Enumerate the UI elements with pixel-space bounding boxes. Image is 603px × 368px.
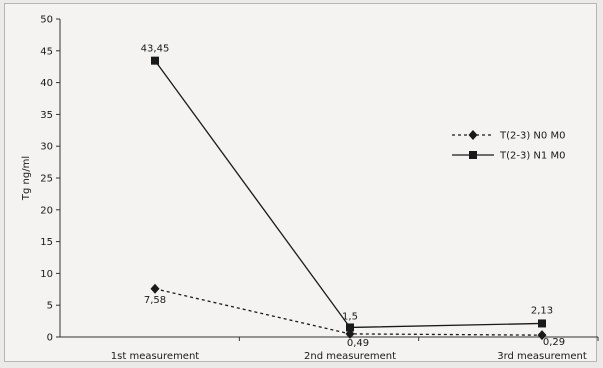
- y-tick-label: 50: [40, 15, 53, 26]
- data-label-1-3: 0,29: [543, 337, 565, 348]
- y-tick-label: 10: [40, 269, 53, 280]
- legend-label-2: T(2-3) N1 M0: [499, 151, 565, 162]
- legend-marker-2: [469, 151, 477, 159]
- data-label-2-3: 2,13: [531, 305, 553, 316]
- axes: 0 5 10 15 20 25 30 35 40 45 50 1st measurement 2nd m…: [21, 15, 599, 362]
- y-tick-label: 45: [40, 46, 53, 57]
- data-point-2-3: [538, 319, 546, 328]
- x-tick-label: 1st measurement: [111, 351, 200, 362]
- data-label-2-1: 43,45: [141, 44, 170, 55]
- data-point-1-1: [150, 283, 160, 294]
- legend: T(2-3) N0 M0 T(2-3) N1 M0: [452, 130, 565, 162]
- y-tick-label: 5: [47, 301, 53, 312]
- data-label-2-2: 1,5: [342, 311, 358, 322]
- data-point-1-3: [537, 330, 547, 341]
- y-tick-label: 40: [40, 78, 53, 89]
- data-label-1-1: 7,58: [144, 295, 166, 306]
- chart-frame: [4, 3, 597, 362]
- y-tick-label: 0: [47, 333, 53, 344]
- x-tick-label: 2nd measurement: [304, 351, 396, 362]
- legend-label-1: T(2-3) N0 M0: [499, 131, 565, 142]
- y-axis-label: Tg ng/ml: [21, 156, 32, 201]
- y-tick-label: 20: [40, 205, 53, 216]
- y-tick-label: 30: [40, 142, 53, 153]
- x-tick-label: 3rd measurement: [497, 351, 587, 362]
- data-point-2-1: [151, 56, 159, 65]
- data-point-2-2: [346, 323, 354, 332]
- series-line-2: [154, 60, 543, 329]
- legend-marker-1: [468, 130, 478, 140]
- y-tick-label: 15: [40, 237, 53, 248]
- data-label-1-2: 0,49: [347, 338, 369, 349]
- y-tick-label: 25: [40, 174, 53, 185]
- series-layer: [150, 56, 547, 341]
- data-labels: 7,58 0,49 0,29 43,45 1,5 2,13: [141, 44, 565, 349]
- y-tick-label: 35: [40, 110, 53, 121]
